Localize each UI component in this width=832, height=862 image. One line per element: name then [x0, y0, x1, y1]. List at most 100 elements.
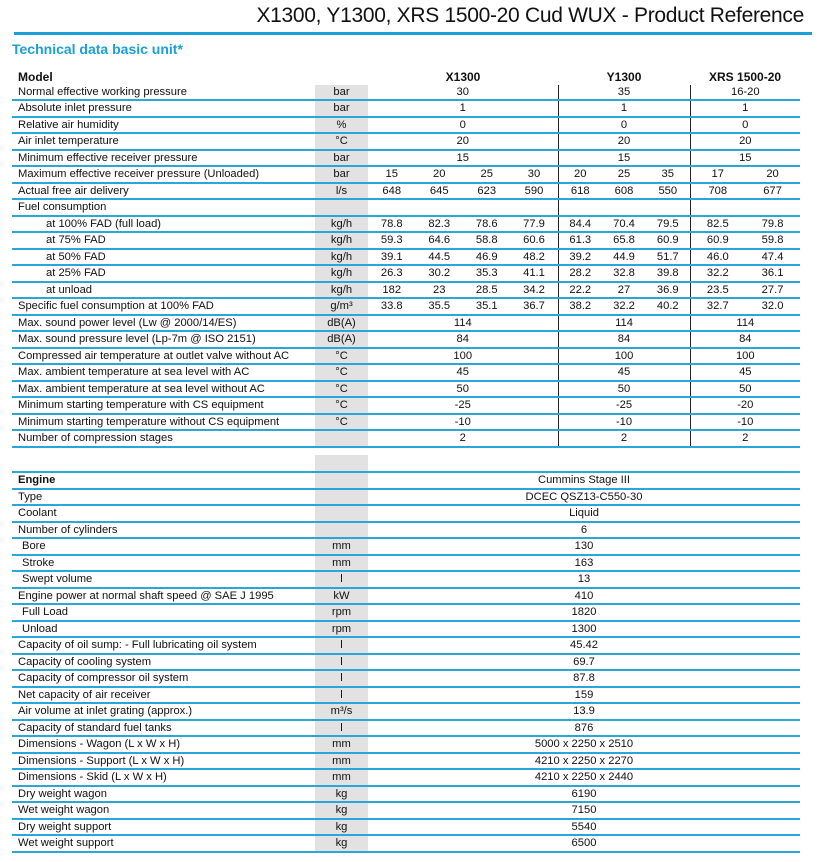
cell-value: 410 [368, 587, 800, 605]
cell-value: 114 [557, 314, 691, 332]
table-row: Minimum starting temperature with CS equ… [12, 397, 801, 415]
table-row: Wet weight support kg 6500 [12, 835, 800, 853]
row-unit: mm [315, 538, 368, 556]
cell-value: 36.1 [745, 265, 801, 283]
row-label: Dimensions - Skid (L x W x H) [12, 769, 315, 787]
cell-value: 708 [689, 182, 746, 200]
table-row: Stroke mm 163 [12, 554, 800, 572]
table-row: at unload kg/h 182 23 28.5 34.2 22.2 27 36.9 23.5… [12, 281, 801, 299]
row-label: Absolute inlet pressure [12, 100, 315, 118]
cell-value: 15 [368, 149, 559, 167]
cell-value: 27.7 [745, 281, 801, 299]
row-label: Dry weight support [12, 818, 315, 836]
cell-value [646, 199, 691, 217]
table-row: Engine Cummins Stage III [12, 472, 800, 490]
cell-value: 39.1 [368, 248, 416, 266]
row-label: Max. ambient temperature at sea level wi… [12, 364, 315, 382]
row-label: Max. sound power level (Lw @ 2000/14/ES) [12, 314, 315, 332]
cell-value: 78.6 [463, 215, 511, 233]
row-label: Air volume at inlet grating (approx.) [12, 703, 315, 721]
cell-value: 2 [689, 430, 801, 448]
table-row: Bore mm 130 [12, 538, 800, 556]
row-unit: kg/h [315, 215, 368, 233]
cell-value: 7150 [368, 802, 800, 820]
cell-value: -25 [368, 397, 559, 415]
table-row: Minimum effective receiver pressure bar 15… [12, 149, 801, 167]
table-row: Capacity of compressor oil system l 87.8 [12, 670, 800, 688]
table-row: Max. ambient temperature at sea level wi… [12, 364, 801, 382]
cell-value: 20 [557, 166, 603, 184]
cell-value: 32.8 [602, 265, 647, 283]
cell-value: 84 [557, 331, 691, 349]
table-row: Dry weight support kg 5540 [12, 818, 800, 836]
cell-value: 28.2 [557, 265, 603, 283]
cell-value: 114 [368, 314, 559, 332]
cell-value: 44.5 [415, 248, 463, 266]
row-label: Dimensions - Wagon (L x W x H) [12, 736, 315, 754]
table-row: Dimensions - Support (L x W x H) mm 4210 x… [12, 752, 800, 770]
table-row: Capacity of standard fuel tanks l 876 [12, 719, 800, 737]
row-unit: rpm [315, 604, 368, 622]
cell-value: 35 [557, 84, 691, 101]
cell-value [415, 199, 463, 217]
cell-value: 41.1 [510, 265, 559, 283]
cell-value: 0 [689, 116, 801, 134]
page-title: X1300, Y1300, XRS 1500-20 Cud WUX - Prod… [256, 4, 804, 27]
cell-value: 608 [602, 182, 647, 200]
cell-value: Liquid [368, 505, 800, 523]
row-label: Net capacity of air receiver [12, 686, 315, 704]
cell-value: 100 [557, 347, 691, 365]
row-unit: kg [315, 818, 368, 836]
cell-value [745, 199, 801, 217]
row-label: Capacity of cooling system [12, 653, 315, 671]
table-row: Type DCEC QSZ13-C550-30 [12, 488, 800, 506]
row-unit: g/m³ [315, 298, 368, 316]
cell-value: 618 [557, 182, 603, 200]
basic-unit-table: Model X1300 Y1300 XRS 1500-20 Normal effecti… [12, 70, 801, 448]
row-label: Dimensions - Support (L x W x H) [12, 752, 315, 770]
cell-value: 17 [689, 166, 746, 184]
unit-header [315, 70, 368, 85]
cell-value: 0 [557, 116, 691, 134]
cell-value: 45.42 [368, 637, 800, 655]
cell-value: 23 [415, 281, 463, 299]
row-unit: kg/h [315, 232, 368, 250]
cell-value: 50 [689, 380, 801, 398]
cell-value: 60.9 [689, 232, 746, 250]
unit-column-gap [315, 455, 368, 472]
table-row: Dimensions - Wagon (L x W x H) mm 5000 x 2… [12, 736, 800, 754]
table-row: Absolute inlet pressure bar 1 1 1 [12, 100, 801, 118]
row-unit [315, 199, 368, 217]
cell-value: 20 [557, 133, 691, 151]
row-unit [315, 505, 368, 523]
cell-value: 26.3 [368, 265, 416, 283]
table-row: Max. sound power level (Lw @ 2000/14/ES)… [12, 314, 801, 332]
row-unit: mm [315, 554, 368, 572]
cell-value [689, 199, 746, 217]
cell-value: 2 [557, 430, 691, 448]
cell-value [602, 199, 647, 217]
cell-value: 23.5 [689, 281, 746, 299]
title-divider [14, 32, 812, 35]
row-unit: bar [315, 166, 368, 184]
cell-value: 13.9 [368, 703, 800, 721]
cell-value: 0 [368, 116, 559, 134]
row-unit: mm [315, 769, 368, 787]
row-label: Minimum starting temperature without CS … [12, 413, 315, 431]
row-label: Fuel consumption [12, 199, 315, 217]
cell-value: 1300 [368, 620, 800, 638]
cell-value: 58.8 [463, 232, 511, 250]
table-row: at 25% FAD kg/h 26.3 30.2 35.3 41.1 28.2 32.8 39… [12, 265, 801, 283]
row-unit [315, 521, 368, 539]
cell-value: 13 [368, 571, 800, 589]
cell-value: 59.3 [368, 232, 416, 250]
table-row: Maximum effective receiver pressure (Unl… [12, 166, 801, 184]
table-row: at 50% FAD kg/h 39.1 44.5 46.9 48.2 39.2 44.9 51… [12, 248, 801, 266]
cell-value: 33.8 [368, 298, 416, 316]
cell-value: 20 [745, 166, 801, 184]
cell-value: 70.4 [602, 215, 647, 233]
row-label: Type [12, 488, 315, 506]
table-row: Normal effective working pressure bar 30 35… [12, 84, 801, 101]
cell-value: 550 [646, 182, 691, 200]
row-label: Wet weight wagon [12, 802, 315, 820]
